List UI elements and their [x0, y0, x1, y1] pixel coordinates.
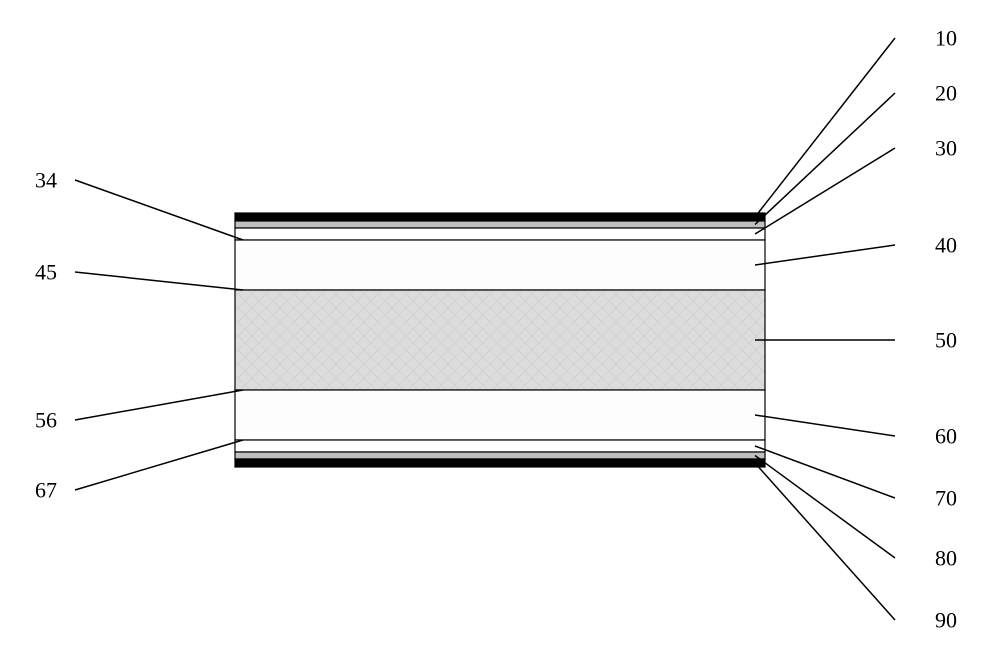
label-right-70: 70	[935, 486, 957, 511]
label-right-10: 10	[935, 26, 957, 51]
label-right-40: 40	[935, 233, 957, 258]
layer-60	[235, 390, 765, 440]
label-left-56: 56	[35, 408, 57, 433]
leader-right-40	[755, 245, 895, 265]
label-right-50: 50	[935, 328, 957, 353]
label-left-34: 34	[35, 168, 57, 193]
cross-section-diagram: 10 20 30 40 50 60 70 80 90 34 45 56 67	[0, 0, 1000, 667]
leader-left-67	[75, 440, 243, 490]
leader-left-45	[75, 272, 243, 290]
layer-20	[235, 221, 765, 228]
label-right-90: 90	[935, 608, 957, 633]
label-left-45: 45	[35, 260, 57, 285]
layer-stack	[235, 213, 765, 467]
label-right-60: 60	[935, 424, 957, 449]
labels-right: 10 20 30 40 50 60 70 80 90	[935, 26, 957, 633]
leader-right-20	[755, 93, 895, 225]
leader-right-90	[755, 463, 895, 620]
layer-50	[235, 290, 765, 390]
leader-lines-right	[755, 38, 895, 620]
labels-left: 34 45 56 67	[35, 168, 57, 503]
layer-80	[235, 452, 765, 459]
leader-lines-left	[75, 180, 243, 490]
layer-40	[235, 240, 765, 290]
leader-left-56	[75, 390, 243, 420]
label-right-80: 80	[935, 546, 957, 571]
leader-right-60	[755, 415, 895, 436]
leader-right-70	[755, 446, 895, 498]
layer-90	[235, 459, 765, 467]
label-right-20: 20	[935, 81, 957, 106]
layer-10	[235, 213, 765, 221]
label-right-30: 30	[935, 136, 957, 161]
label-left-67: 67	[35, 478, 57, 503]
layer-70	[235, 440, 765, 452]
leader-left-34	[75, 180, 243, 240]
layer-30	[235, 228, 765, 240]
